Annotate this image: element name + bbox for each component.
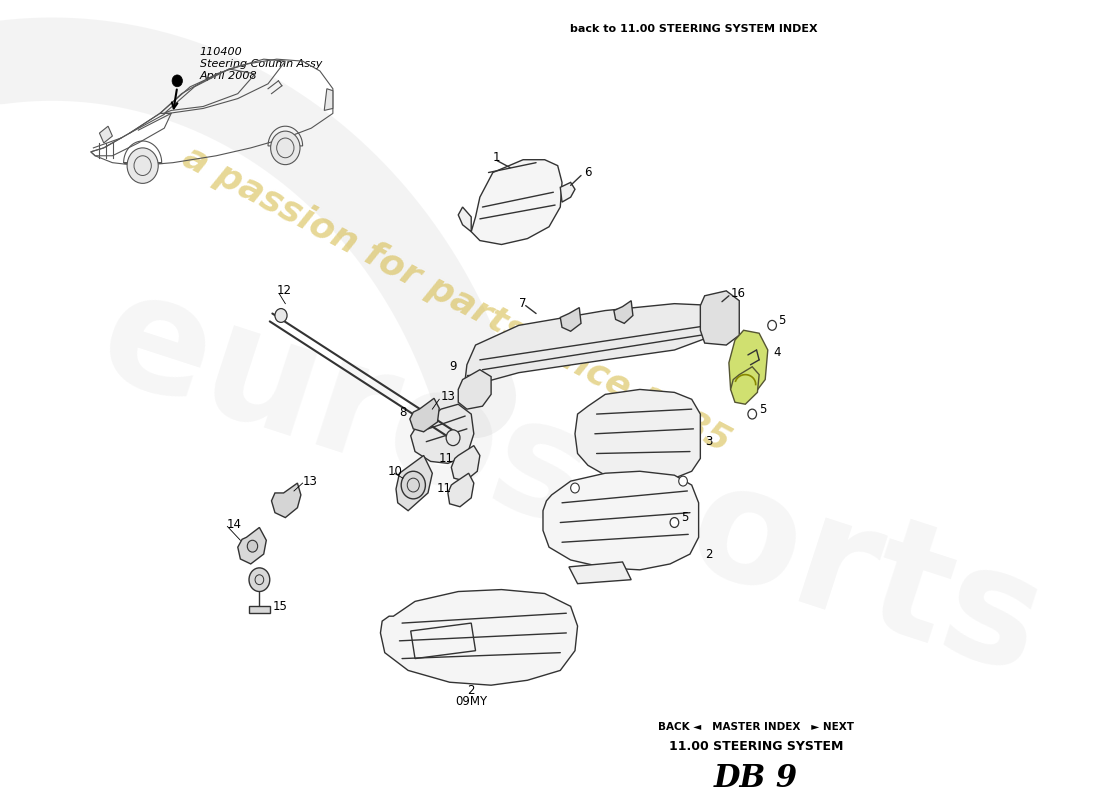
Circle shape — [748, 409, 757, 419]
Polygon shape — [569, 562, 631, 584]
Text: back to 11.00 STEERING SYSTEM INDEX: back to 11.00 STEERING SYSTEM INDEX — [571, 24, 818, 34]
Circle shape — [670, 518, 679, 527]
Polygon shape — [396, 455, 432, 510]
Polygon shape — [410, 404, 474, 463]
Polygon shape — [543, 471, 698, 570]
Polygon shape — [471, 160, 562, 245]
Polygon shape — [560, 307, 581, 331]
Circle shape — [128, 148, 158, 183]
Circle shape — [402, 471, 426, 499]
Text: 14: 14 — [227, 518, 242, 531]
Polygon shape — [451, 446, 480, 481]
Polygon shape — [614, 301, 632, 323]
Circle shape — [172, 75, 183, 86]
Polygon shape — [381, 590, 578, 685]
Circle shape — [275, 309, 287, 322]
Text: BACK ◄   MASTER INDEX   ► NEXT: BACK ◄ MASTER INDEX ► NEXT — [658, 722, 854, 732]
Circle shape — [447, 430, 460, 446]
Text: 09MY: 09MY — [455, 695, 487, 709]
Text: 110400
Steering Column Assy
April 2008: 110400 Steering Column Assy April 2008 — [200, 47, 322, 81]
Polygon shape — [701, 291, 739, 345]
Text: 13: 13 — [302, 474, 318, 488]
Polygon shape — [99, 126, 112, 143]
Circle shape — [768, 321, 777, 330]
Polygon shape — [729, 330, 768, 399]
Text: eurosports: eurosports — [80, 258, 1060, 708]
Polygon shape — [459, 207, 471, 232]
Text: 11: 11 — [437, 482, 452, 494]
Text: 5: 5 — [778, 314, 785, 327]
Polygon shape — [249, 606, 270, 614]
Text: 11.00 STEERING SYSTEM: 11.00 STEERING SYSTEM — [669, 740, 844, 753]
Text: 11: 11 — [439, 452, 453, 465]
Text: 2: 2 — [468, 684, 475, 697]
Circle shape — [271, 131, 300, 165]
Circle shape — [248, 540, 257, 552]
Circle shape — [249, 568, 270, 591]
Polygon shape — [448, 474, 474, 506]
Text: 13: 13 — [441, 390, 455, 403]
Circle shape — [571, 483, 580, 493]
Polygon shape — [272, 483, 301, 518]
Text: 1: 1 — [493, 151, 500, 164]
Text: 6: 6 — [584, 166, 591, 179]
Polygon shape — [575, 390, 701, 481]
Text: 3: 3 — [705, 435, 712, 448]
Text: 2: 2 — [705, 547, 712, 561]
Text: 12: 12 — [277, 284, 292, 298]
Polygon shape — [324, 89, 333, 110]
Text: 10: 10 — [387, 465, 403, 478]
Text: 5: 5 — [681, 511, 689, 524]
Polygon shape — [730, 366, 759, 404]
Text: 15: 15 — [273, 600, 287, 613]
Polygon shape — [238, 527, 266, 564]
Text: 16: 16 — [730, 287, 746, 300]
Text: 5: 5 — [759, 402, 767, 416]
Text: a passion for parts since 1985: a passion for parts since 1985 — [177, 140, 736, 459]
Text: 7: 7 — [519, 297, 526, 310]
Polygon shape — [465, 304, 726, 394]
Polygon shape — [560, 182, 575, 202]
Text: DB 9: DB 9 — [714, 763, 799, 794]
Text: 8: 8 — [399, 406, 407, 418]
Text: 4: 4 — [773, 346, 781, 359]
Text: 9: 9 — [450, 360, 458, 374]
Polygon shape — [459, 370, 491, 409]
Polygon shape — [410, 398, 439, 432]
Circle shape — [679, 476, 688, 486]
